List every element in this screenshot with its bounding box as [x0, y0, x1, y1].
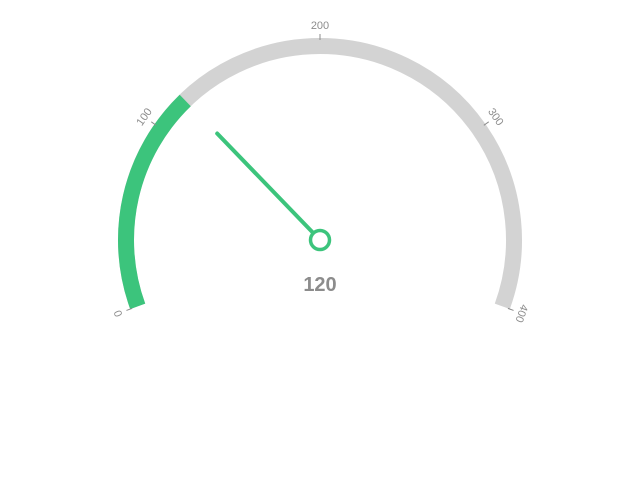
gauge-needle-hub: [308, 228, 332, 252]
gauge-tick-label: 300: [485, 106, 505, 128]
gauge-tick-mark: [507, 307, 514, 311]
gauge-progress-arc: [118, 94, 191, 310]
gauge-value-label: 120: [303, 274, 336, 296]
gauge-tick-mark: [483, 121, 490, 126]
gauge-tick-mark: [150, 121, 157, 126]
gauge-tick-label: 400: [512, 303, 530, 324]
gauge-tick-mark: [126, 307, 133, 311]
gauge-tick-label: 200: [311, 20, 329, 32]
gauge-tick-label: 100: [134, 106, 154, 128]
gauge-track: [118, 38, 522, 310]
gauge-needle: [215, 131, 322, 242]
gauge-tick-label: 0: [112, 308, 125, 318]
